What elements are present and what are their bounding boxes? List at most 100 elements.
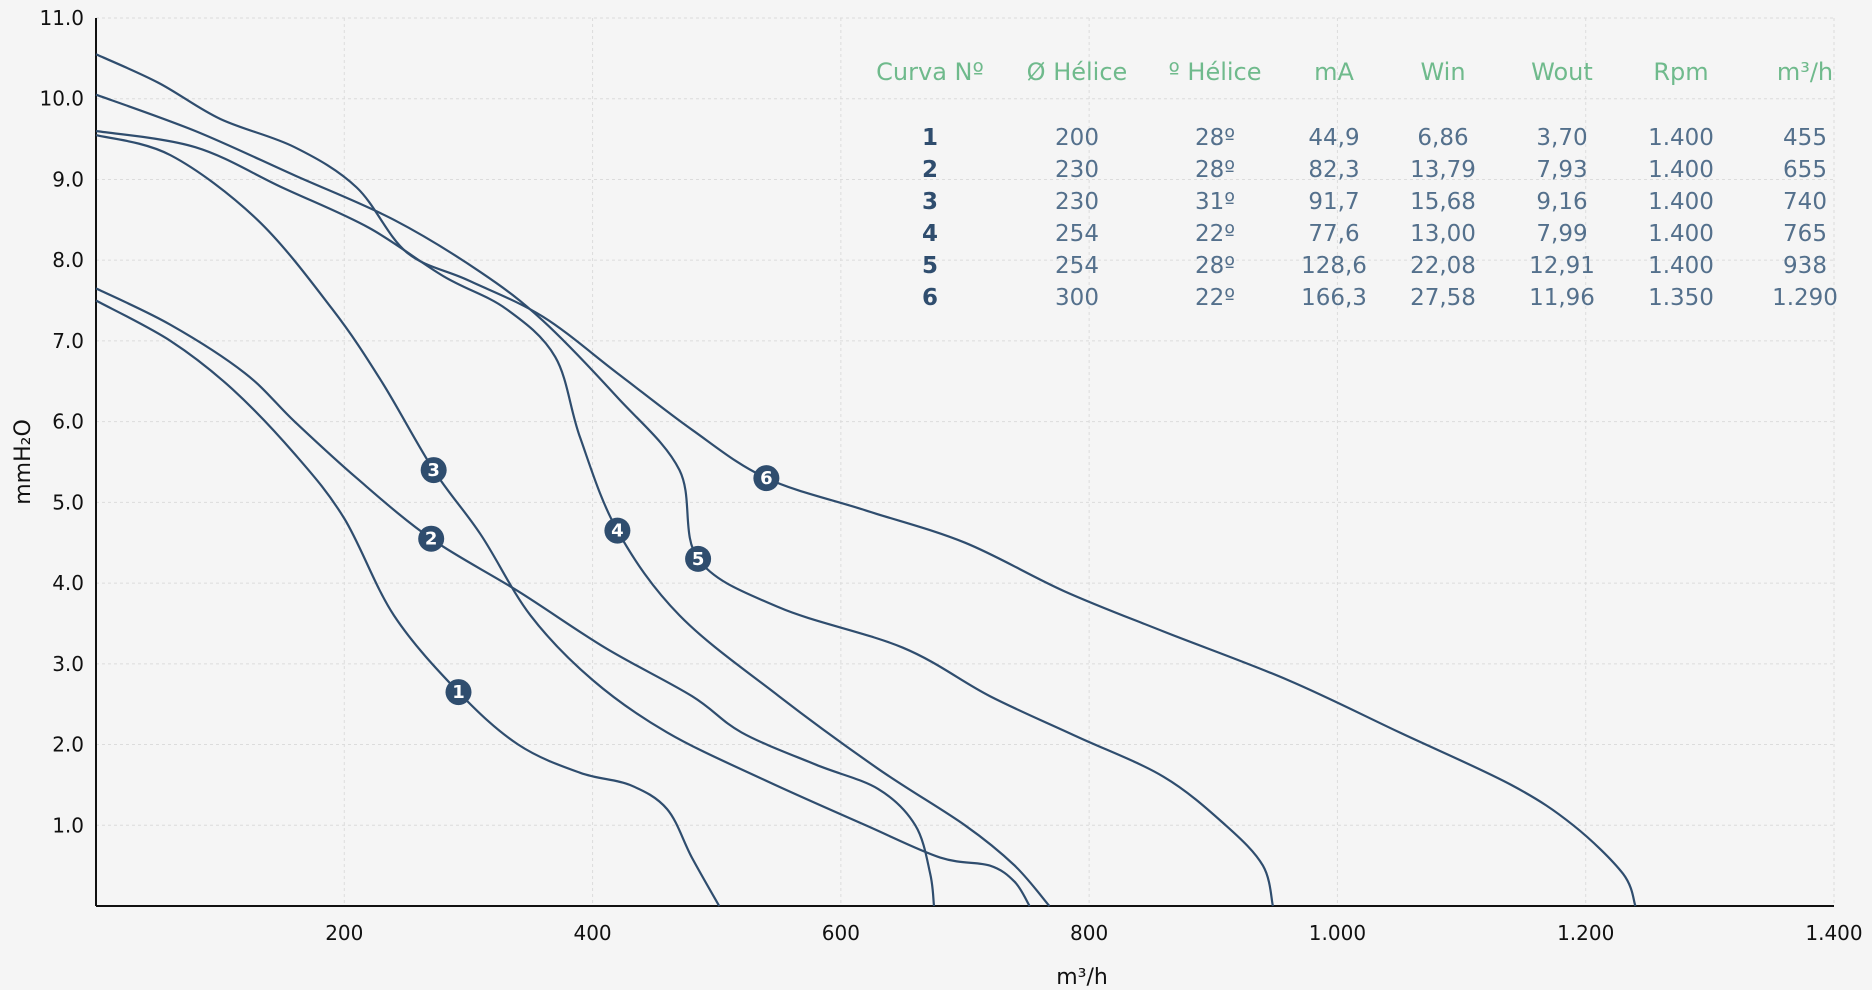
curve-6 — [95, 53, 1637, 907]
curve-marker-6 — [753, 465, 780, 492]
curve-1 — [95, 299, 721, 907]
curve-5 — [95, 93, 1274, 907]
table-cell: 12,91 — [1529, 253, 1595, 279]
table-cell: 9,16 — [1536, 189, 1587, 215]
table-cell: 28º — [1195, 157, 1235, 183]
curve-marker-2 — [418, 525, 445, 552]
table-cell: 1.400 — [1648, 221, 1714, 247]
x-tick-label: 600 — [822, 921, 860, 945]
table-cell: 1.400 — [1648, 125, 1714, 151]
curve-marker-1 — [445, 679, 472, 706]
y-tick-label: 7.0 — [52, 329, 84, 353]
table-cell: 300 — [1055, 285, 1099, 311]
table-cell: 254 — [1055, 253, 1099, 279]
table-header: Wout — [1531, 58, 1593, 86]
table-cell: 2 — [922, 157, 938, 183]
curves — [95, 53, 1637, 907]
x-tick-label: 800 — [1070, 921, 1108, 945]
y-tick-label: 10.0 — [39, 87, 84, 111]
table-cell: 655 — [1783, 157, 1827, 183]
table-cell: 4 — [922, 221, 938, 247]
table-cell: 200 — [1055, 125, 1099, 151]
y-tick-label: 9.0 — [52, 167, 84, 191]
table-header: Ø Hélice — [1027, 58, 1128, 86]
table-cell: 22º — [1195, 285, 1235, 311]
table-cell: 1.400 — [1648, 157, 1714, 183]
y-tick-label: 6.0 — [52, 410, 84, 434]
table-header: Curva Nº — [876, 58, 984, 86]
table-cell: 740 — [1783, 189, 1827, 215]
spec-table: Curva Nº Ø Hélice º Hélice mA Win Wout Rpm m³/h… — [876, 58, 1838, 311]
curve-marker-4 — [604, 517, 631, 544]
table-cell: 44,9 — [1308, 125, 1359, 151]
axes — [95, 18, 1834, 907]
table-cell: 6 — [922, 285, 938, 311]
y-tick-label: 1.0 — [52, 813, 84, 837]
x-tick-label: 1.200 — [1557, 921, 1614, 945]
table-cell: 938 — [1783, 253, 1827, 279]
table-cell: 1.400 — [1648, 189, 1714, 215]
x-tick-label: 1.400 — [1805, 921, 1862, 945]
table-cell: 166,3 — [1301, 285, 1367, 311]
table-cell: 1.400 — [1648, 253, 1714, 279]
x-tick-label: 200 — [325, 921, 363, 945]
curve-marker-label-4: 4 — [611, 521, 624, 542]
table-cell: 3,70 — [1536, 125, 1587, 151]
y-axis-title: mmH₂O — [11, 419, 36, 505]
table-header: mA — [1314, 58, 1354, 86]
x-tick-label: 1.000 — [1309, 921, 1366, 945]
table-cell: 254 — [1055, 221, 1099, 247]
table-cell: 1 — [922, 125, 938, 151]
table-cell: 91,7 — [1308, 189, 1359, 215]
table-cell: 31º — [1195, 189, 1235, 215]
table-header: m³/h — [1777, 58, 1833, 86]
table-header: Win — [1420, 58, 1465, 86]
x-axis-title: m³/h — [1056, 965, 1108, 990]
curve-marker-label-6: 6 — [760, 468, 773, 489]
y-tick-label: 2.0 — [52, 733, 84, 757]
curve-marker-label-5: 5 — [692, 549, 705, 570]
curve-2 — [95, 287, 936, 907]
table-cell: 128,6 — [1301, 253, 1367, 279]
grid — [96, 17, 1835, 906]
table-cell: 5 — [922, 253, 938, 279]
curve-marker-3 — [420, 457, 447, 484]
table-cell: 22º — [1195, 221, 1235, 247]
table-header: Rpm — [1653, 58, 1708, 86]
x-tick-label: 400 — [573, 921, 611, 945]
y-tick-label: 8.0 — [52, 248, 84, 272]
table-cell: 230 — [1055, 189, 1099, 215]
y-tick-label: 4.0 — [52, 571, 84, 595]
curve-marker-label-3: 3 — [427, 460, 440, 481]
curve-4 — [95, 129, 1051, 907]
table-cell: 28º — [1195, 253, 1235, 279]
table-cell: 455 — [1783, 125, 1827, 151]
table-cell: 230 — [1055, 157, 1099, 183]
table-cell: 7,93 — [1536, 157, 1587, 183]
curve-markers: 1 2 3 4 5 6 — [418, 457, 780, 706]
curve-3 — [95, 134, 1031, 907]
table-cell: 7,99 — [1536, 221, 1587, 247]
table-cell: 6,86 — [1417, 125, 1468, 151]
table-cell: 11,96 — [1529, 285, 1595, 311]
y-tick-label: 3.0 — [52, 652, 84, 676]
table-cell: 22,08 — [1410, 253, 1476, 279]
table-cell: 1.290 — [1772, 285, 1838, 311]
table-cell: 82,3 — [1308, 157, 1359, 183]
table-cell: 77,6 — [1308, 221, 1359, 247]
table-cell: 15,68 — [1410, 189, 1476, 215]
tick-labels: 200 400 600 800 1.000 1.200 1.400 1.0 2.0 3.0 4.0 5… — [39, 6, 1862, 945]
table-cell: 27,58 — [1410, 285, 1476, 311]
table-cell: 1.350 — [1648, 285, 1714, 311]
curve-marker-label-2: 2 — [425, 529, 438, 550]
y-tick-label: 5.0 — [52, 490, 84, 514]
table-cell: 28º — [1195, 125, 1235, 151]
y-tick-label: 11.0 — [39, 6, 84, 30]
curve-marker-5 — [685, 545, 712, 572]
table-cell: 3 — [922, 189, 938, 215]
table-cell: 765 — [1783, 221, 1827, 247]
curve-marker-label-1: 1 — [452, 682, 465, 703]
table-cell: 13,79 — [1410, 157, 1476, 183]
table-cell: 13,00 — [1410, 221, 1476, 247]
